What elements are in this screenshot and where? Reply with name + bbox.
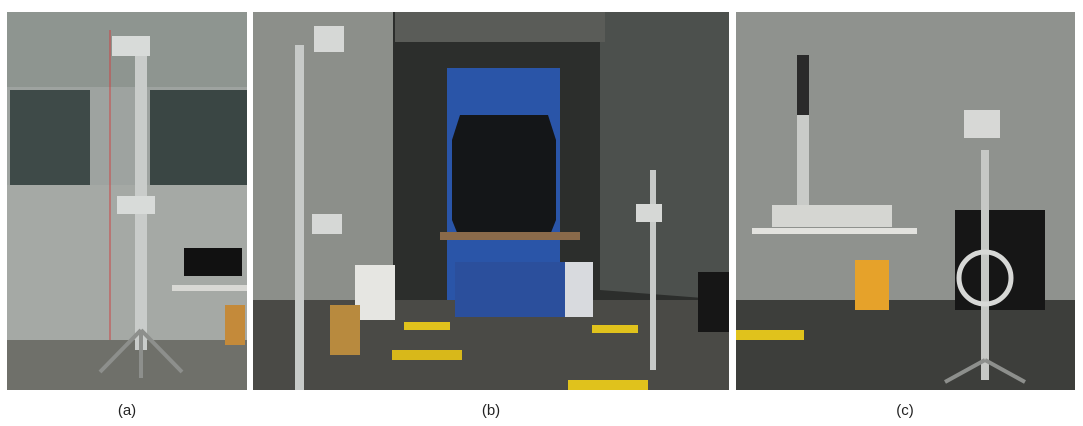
chair <box>330 305 360 355</box>
pole <box>295 45 304 390</box>
cable-cover <box>736 330 804 340</box>
floor <box>7 340 247 390</box>
window <box>10 90 90 185</box>
photo-a <box>7 12 247 390</box>
monitor <box>184 248 242 276</box>
table <box>440 232 580 240</box>
cable-cover <box>592 325 638 333</box>
cabinet <box>565 262 593 317</box>
rail <box>772 205 892 227</box>
pole-top <box>797 55 809 115</box>
ceiling <box>395 12 605 42</box>
camera <box>636 204 662 222</box>
cable-cover <box>392 350 462 360</box>
camera <box>312 214 342 234</box>
chair <box>225 305 245 345</box>
table <box>172 285 247 291</box>
pole <box>981 150 989 380</box>
pole <box>650 170 656 370</box>
caption: (c) <box>896 402 914 419</box>
toolbox <box>698 272 729 332</box>
camera <box>112 36 150 56</box>
photo-b <box>253 12 729 390</box>
right-wall <box>600 12 729 300</box>
camera <box>314 26 344 52</box>
bin <box>855 260 889 310</box>
caption: (b) <box>482 402 500 419</box>
caption: (a) <box>118 402 136 419</box>
photo-c <box>736 12 1075 390</box>
window <box>150 90 247 185</box>
camera <box>117 196 155 214</box>
figure: (a) (b) (c) <box>0 0 1083 426</box>
cable-cover <box>404 322 450 330</box>
floor <box>736 300 1075 390</box>
cable-cover <box>568 380 648 390</box>
tunnel-opening <box>452 115 556 240</box>
camera <box>964 110 1000 138</box>
stand <box>455 262 565 317</box>
table <box>752 228 917 234</box>
device <box>355 265 395 320</box>
